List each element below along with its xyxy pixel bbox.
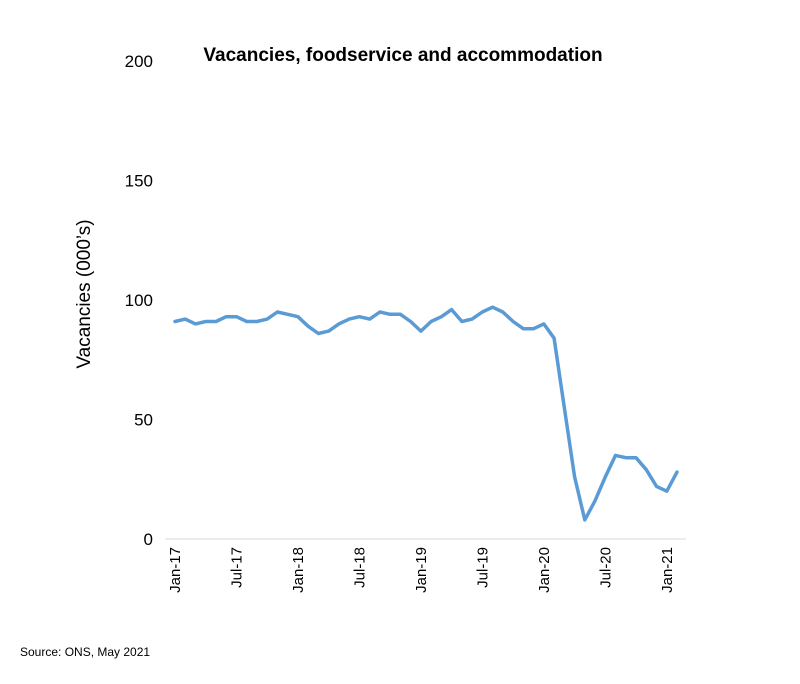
series-line <box>173 305 679 522</box>
chart-title: Vacancies, foodservice and accommodation <box>203 45 602 66</box>
y-tick-label: 0 <box>144 530 153 549</box>
x-tick-label: Jan-21 <box>659 547 676 593</box>
x-tick-label: Jul-18 <box>351 547 368 588</box>
y-tick-label: 100 <box>125 291 153 310</box>
x-tick-labels: Jan-17 Jul-17 Jan-18 Jul-18 Jan-19 Jul-19 Jan-… <box>167 547 676 593</box>
y-tick-labels: 0 50 100 150 200 <box>125 52 153 549</box>
x-tick-label: Jan-17 <box>167 547 184 593</box>
x-tick-label: Jul-17 <box>228 547 245 588</box>
x-tick-label: Jan-19 <box>413 547 430 593</box>
x-tick-label: Jul-20 <box>597 547 614 588</box>
y-axis-label: Vacancies (000’s) <box>74 219 95 368</box>
y-tick-label: 150 <box>125 172 153 191</box>
x-tick-label: Jan-18 <box>290 547 307 593</box>
source-note: Source: ONS, May 2021 <box>20 645 151 659</box>
x-tick-label: Jan-20 <box>536 547 553 593</box>
y-tick-label: 200 <box>125 52 153 71</box>
x-tick-label: Jul-19 <box>474 547 491 588</box>
y-tick-label: 50 <box>134 411 153 430</box>
series-group <box>173 305 679 522</box>
